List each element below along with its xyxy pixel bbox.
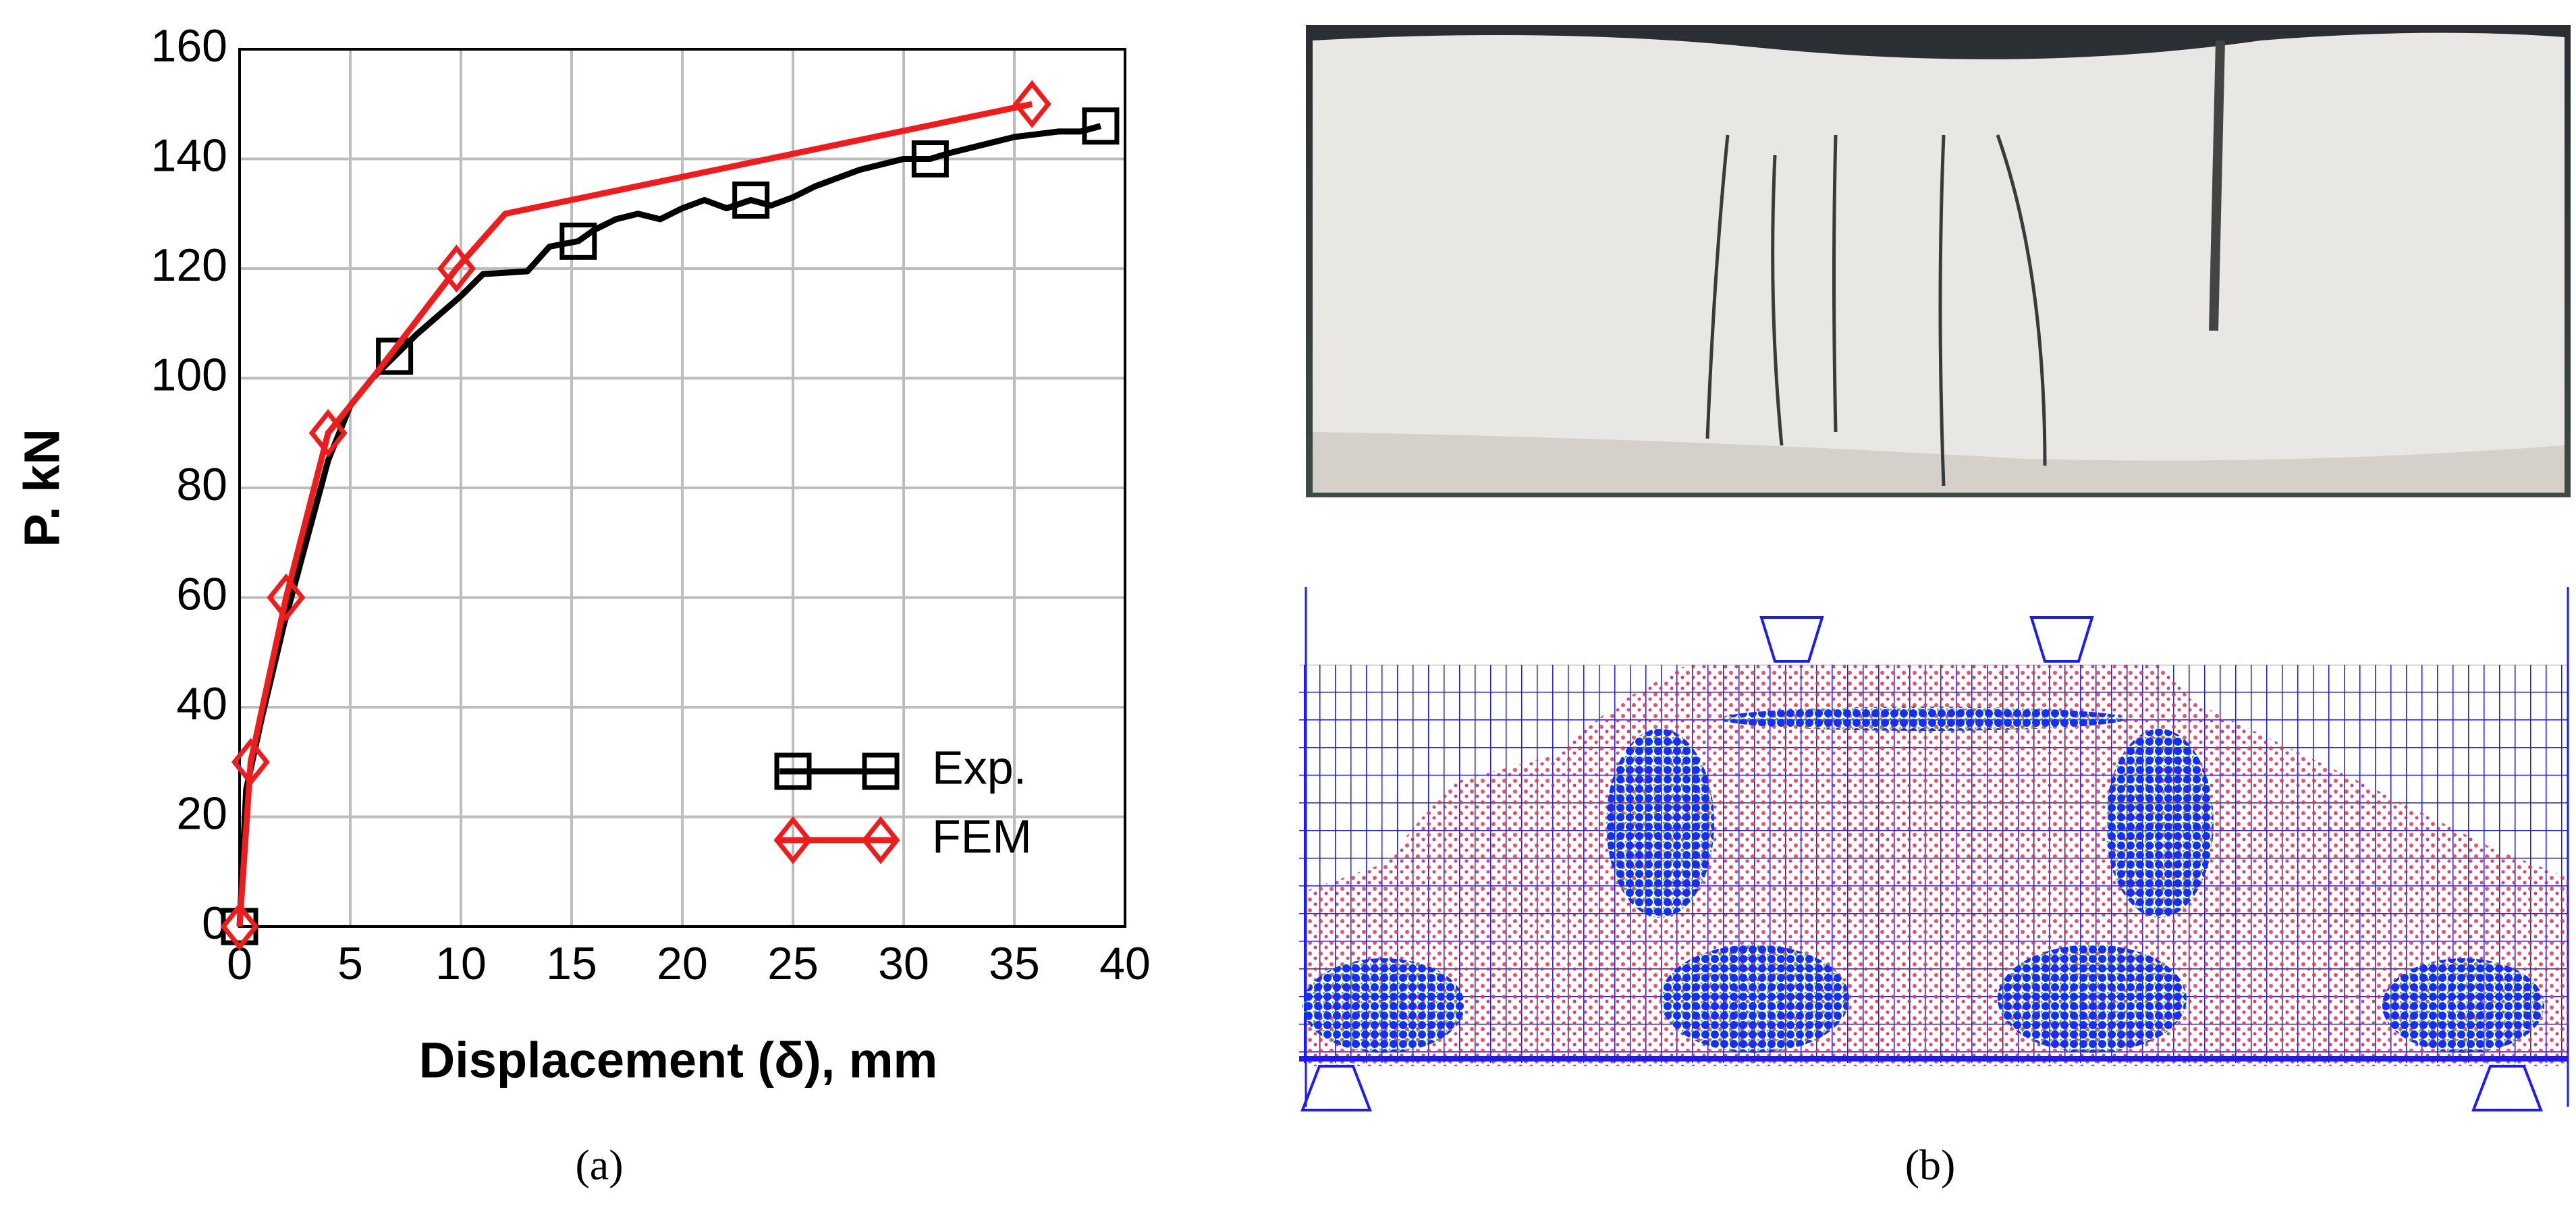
x-tick-label: 40 [1099, 938, 1151, 989]
y-tick-label: 140 [151, 130, 227, 181]
y-tick-label: 40 [176, 678, 227, 729]
marker [732, 181, 770, 219]
legend-label: FEM [932, 810, 1032, 862]
marker [559, 222, 597, 260]
x-tick-label: 20 [657, 938, 708, 989]
legend-marker [861, 816, 900, 864]
panel-label: (a) [575, 1141, 623, 1189]
legend-marker [774, 752, 812, 790]
marker [911, 140, 949, 177]
marker [437, 244, 476, 293]
fem-mesh [1299, 587, 2569, 1111]
legend-marker [862, 752, 900, 790]
x-axis-title: Displacement (δ), mm [419, 1032, 938, 1088]
x-tick-label: 25 [767, 938, 819, 989]
marker [308, 409, 348, 458]
x-tick-label: 35 [989, 938, 1040, 989]
marker [267, 573, 306, 622]
y-tick-label: 100 [151, 349, 227, 400]
y-tick-label: 60 [176, 568, 227, 619]
x-tick-label: 30 [878, 938, 929, 989]
y-tick-label: 160 [151, 20, 227, 72]
panel-label: (b) [1905, 1141, 1956, 1189]
legend-label: Exp. [932, 741, 1026, 794]
x-tick-label: 10 [435, 938, 487, 989]
legend-marker [773, 816, 813, 864]
y-tick-label: 20 [176, 788, 227, 839]
marker [1082, 107, 1120, 145]
marker [231, 738, 270, 786]
plot-frame [238, 48, 1126, 928]
y-axis-title: P. kN [14, 429, 70, 547]
x-tick-label: 15 [546, 938, 597, 989]
series-line [236, 101, 1033, 927]
marker [1012, 80, 1051, 128]
marker [220, 902, 259, 951]
photo [1306, 25, 2571, 497]
y-tick-label: 80 [176, 459, 227, 510]
x-tick-label: 5 [337, 938, 363, 989]
y-tick-label: 120 [151, 240, 227, 291]
